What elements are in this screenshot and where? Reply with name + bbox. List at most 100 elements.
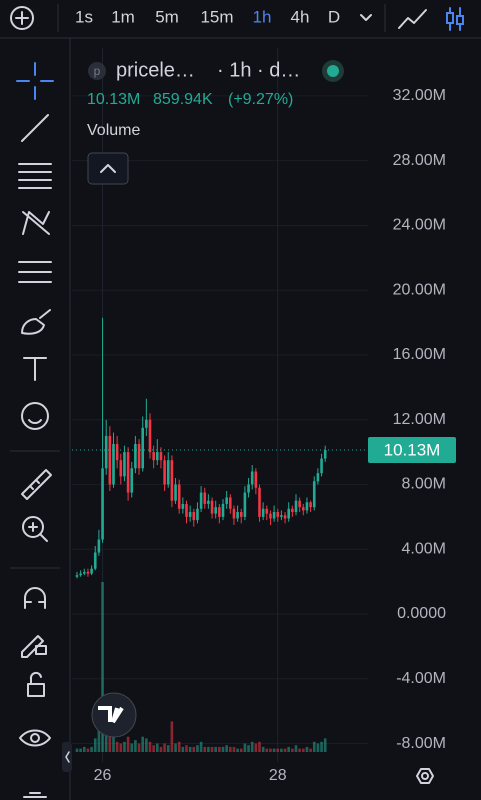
volume-bar	[232, 746, 236, 752]
volume-bar	[323, 738, 327, 752]
x-tick-label: 28	[269, 767, 287, 784]
visibility-tool[interactable]	[19, 729, 51, 747]
trash-tool[interactable]	[23, 792, 47, 798]
candle-body	[112, 444, 115, 485]
fib-tool[interactable]	[18, 163, 52, 189]
emoji-smile	[28, 419, 42, 424]
volume-bar	[101, 582, 104, 752]
candle-body	[97, 539, 101, 553]
volume-bar	[269, 748, 272, 752]
volume-bar	[280, 748, 283, 752]
forecast-tool[interactable]	[18, 261, 52, 283]
zoom-tool[interactable]	[22, 516, 44, 538]
candle-body	[225, 497, 228, 504]
timeframe-button[interactable]: 5m	[155, 7, 179, 26]
volume-bar	[137, 743, 141, 752]
volume-bar	[199, 741, 203, 752]
timeframe-button[interactable]: 15m	[200, 7, 233, 26]
candle-body	[207, 500, 210, 504]
left-toolbar	[10, 62, 60, 798]
unlock-tool[interactable]	[27, 671, 45, 697]
text-tool[interactable]	[23, 357, 47, 381]
line-chart-button[interactable]	[398, 9, 427, 29]
brush-tool[interactable]	[21, 309, 51, 335]
symbol-icon-bg	[88, 62, 106, 80]
volume-bar	[272, 748, 276, 752]
candle-icon	[446, 12, 454, 24]
volume-bar	[112, 735, 115, 752]
timeframe-button[interactable]: 1s	[75, 7, 93, 26]
volume-bar	[166, 745, 170, 752]
candle-body	[258, 487, 261, 517]
candle-body	[119, 460, 123, 477]
candle-body	[79, 573, 82, 576]
candle-body	[130, 468, 134, 493]
volume-bar	[302, 748, 305, 752]
candle-body	[229, 497, 232, 509]
volume-bar	[163, 743, 166, 752]
candle-body	[323, 450, 327, 459]
volume-bar	[225, 745, 228, 752]
volume-bar	[115, 741, 119, 752]
pattern-tool[interactable]	[22, 211, 50, 235]
legend-change: 859.94K	[153, 91, 213, 108]
volume-bar	[203, 746, 207, 752]
volume-bar	[152, 745, 155, 752]
timeframe-menu[interactable]	[360, 14, 372, 21]
zoom-icon	[28, 522, 48, 542]
candle-body	[159, 452, 163, 461]
volume-bar	[177, 741, 181, 752]
candle-body	[218, 507, 221, 517]
candle-body	[214, 507, 217, 514]
candle-body	[170, 460, 174, 501]
candle-body	[192, 512, 196, 521]
x-tick-label: 26	[94, 767, 112, 784]
timeframe-button[interactable]: D	[328, 7, 340, 26]
collapse-toolbar[interactable]	[62, 742, 72, 772]
volume-bar	[265, 748, 269, 752]
volume-bar	[123, 741, 126, 752]
volume-bar	[148, 741, 152, 752]
chevron-up	[100, 164, 116, 173]
candle-body	[185, 503, 188, 517]
volume-bar	[75, 748, 79, 752]
candle-body	[283, 515, 287, 519]
crosshair-tool[interactable]	[16, 62, 54, 100]
emoji-tool[interactable]	[21, 402, 49, 430]
volume-bar	[86, 748, 90, 752]
collapse-legend[interactable]	[87, 152, 129, 185]
top-bar	[10, 4, 464, 32]
candle-body	[243, 492, 247, 517]
candle-body	[276, 512, 280, 517]
timeframe-button[interactable]: 1h	[253, 7, 272, 26]
volume-bar	[291, 748, 294, 752]
y-tick-label: -4.00M	[396, 670, 446, 687]
volume-bar	[320, 741, 323, 752]
candle-body	[163, 460, 166, 485]
volume-bar	[174, 743, 177, 752]
tv-logo-mark	[98, 706, 124, 724]
candle-body	[188, 512, 192, 517]
candle-body	[294, 500, 298, 513]
candle-body	[134, 444, 137, 469]
candles	[75, 317, 327, 579]
trend-line-tool[interactable]	[21, 114, 49, 142]
magnet-tool[interactable]	[24, 587, 46, 609]
volume-bar	[108, 731, 112, 752]
symbol-title[interactable]: pricele…	[116, 59, 195, 81]
settings-button[interactable]	[416, 768, 434, 784]
last-price-label: 10.13M	[384, 440, 441, 459]
legend-change-pct: (+9.27%)	[228, 91, 293, 108]
volume-bar	[294, 745, 298, 752]
ruler-tool[interactable]	[21, 469, 52, 500]
candle-body	[221, 503, 225, 517]
timeframe-button[interactable]: 4h	[291, 7, 310, 26]
volume-bar	[316, 743, 320, 752]
add-symbol-button[interactable]	[10, 6, 34, 30]
last-price-box	[368, 437, 456, 464]
volume-bar	[254, 743, 258, 752]
lock-drawings-tool[interactable]	[21, 635, 47, 658]
timeframe-button[interactable]: 1m	[111, 7, 135, 26]
volume-bar	[130, 743, 134, 752]
